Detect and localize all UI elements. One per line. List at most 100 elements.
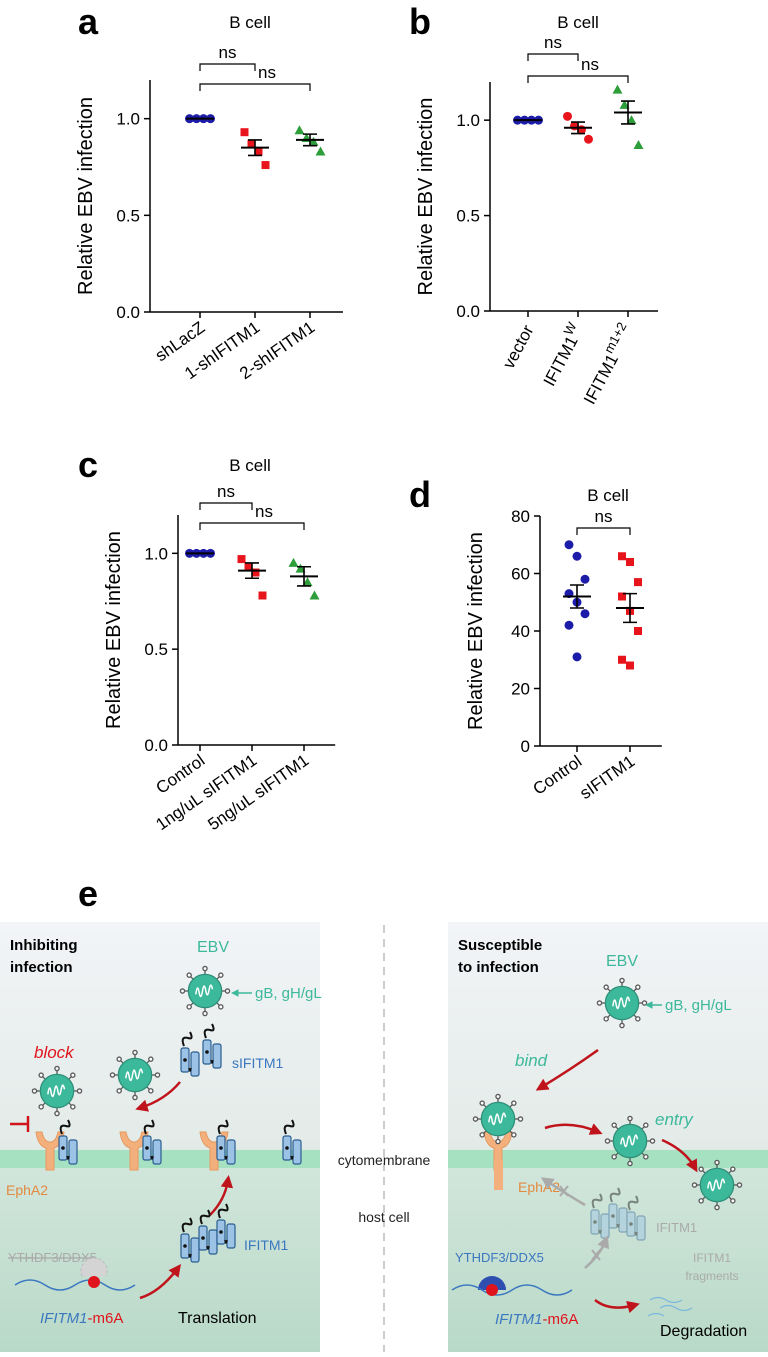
- y-tick-label: 0.0: [456, 302, 480, 321]
- point: [618, 655, 626, 664]
- panel-title: infection: [10, 959, 73, 976]
- point: [295, 563, 306, 573]
- y-tick-label: 0: [521, 737, 530, 756]
- transcript-label: IFITM1-m6A: [40, 1310, 123, 1327]
- x-tick-label: IFITM1m1+2: [576, 320, 638, 408]
- x-tick-label: Control: [529, 752, 585, 799]
- membrane-label: cytomembrane: [338, 1152, 431, 1168]
- category: IFITM1: [540, 333, 582, 389]
- point: [584, 134, 593, 144]
- gene: IFITM1: [40, 1310, 88, 1327]
- y-tick-label: 0.0: [116, 303, 140, 322]
- fragments-label: IFITM1: [693, 1251, 731, 1265]
- significance: ns: [595, 507, 613, 526]
- point: [572, 551, 582, 561]
- point: [564, 540, 574, 550]
- bind-label: bind: [515, 1051, 548, 1070]
- arrow: [661, 1138, 698, 1173]
- bracket: [199, 63, 256, 71]
- point: [308, 136, 319, 146]
- modification: -m6A: [543, 1311, 579, 1328]
- error-bar: [621, 100, 635, 125]
- point: [634, 627, 642, 635]
- significance: ns: [258, 63, 276, 82]
- y-tick-label: 1.0: [116, 110, 140, 129]
- point: [618, 552, 626, 561]
- point: [261, 161, 270, 170]
- arrow: [135, 1081, 181, 1112]
- point: [258, 591, 267, 600]
- panel-label: e: [78, 873, 98, 914]
- y-axis-label: Relative EBV infection: [75, 97, 97, 295]
- error-bar: [245, 562, 259, 580]
- y-tick-label: 60: [511, 565, 530, 584]
- arrow: [544, 1123, 603, 1135]
- significance: ns: [581, 55, 599, 74]
- point: [626, 115, 637, 125]
- point: [237, 555, 246, 564]
- y-tick-label: 1.0: [456, 111, 480, 130]
- panel-label: d: [409, 474, 431, 515]
- bracket: [199, 83, 311, 91]
- point: [572, 652, 582, 662]
- point: [254, 147, 263, 156]
- point: [288, 557, 299, 567]
- receptor-label: EphA2: [6, 1182, 48, 1198]
- virus: [31, 1065, 83, 1117]
- category: sIFITM1: [576, 752, 638, 803]
- virus-label: EBV: [606, 953, 638, 970]
- gene: IFITM1: [495, 1311, 543, 1328]
- y-axis-label: Relative EBV infection: [465, 532, 487, 730]
- chart-title: B cell: [229, 456, 271, 475]
- arrow: [139, 1264, 182, 1300]
- arrow: [209, 1175, 234, 1216]
- x-tick-label: vector: [499, 322, 538, 372]
- significance: ns: [255, 502, 273, 521]
- bracket: [199, 502, 253, 510]
- point: [247, 139, 256, 148]
- left-panel: [0, 922, 320, 1352]
- panel-label: c: [78, 444, 98, 485]
- reader: [80, 1257, 108, 1277]
- block-cross: [559, 1185, 569, 1197]
- modification: -m6A: [88, 1310, 124, 1327]
- panel-title: Inhibiting: [10, 937, 77, 954]
- y-tick-label: 1.0: [144, 544, 168, 563]
- reader-label: YTHDF3/DDX5: [8, 1250, 97, 1265]
- protein-label: IFITM1: [656, 1220, 697, 1235]
- y-tick-label: 80: [511, 507, 530, 526]
- inhibit: [10, 1116, 30, 1132]
- virus: [691, 1159, 743, 1211]
- arrow: [584, 1235, 610, 1269]
- panel-title: Susceptible: [458, 937, 542, 954]
- point: [580, 609, 590, 619]
- glycoprotein-label: gB, gH/gL: [665, 997, 732, 1014]
- x-tick-label: IFITM1W: [535, 319, 588, 389]
- significance: ns: [544, 33, 562, 52]
- point: [634, 578, 642, 587]
- entry-label: entry: [655, 1110, 694, 1129]
- chart-title: B cell: [587, 486, 629, 505]
- panel-title: to infection: [458, 959, 539, 976]
- point: [580, 574, 590, 584]
- bracket: [527, 75, 629, 83]
- m6a: [88, 1276, 100, 1288]
- process-label: Translation: [178, 1310, 257, 1327]
- m6a: [486, 1284, 498, 1296]
- point: [618, 592, 626, 601]
- soluble-label: sIFITM1: [232, 1055, 284, 1071]
- y-tick-label: 40: [511, 622, 530, 641]
- error-bar: [248, 139, 262, 157]
- chart-title: B cell: [229, 13, 271, 32]
- category: IFITM1: [580, 351, 622, 407]
- host-label: host cell: [358, 1209, 409, 1225]
- mrna: [451, 1284, 573, 1296]
- virus: [604, 1115, 656, 1167]
- process-label: Degradation: [660, 1323, 747, 1340]
- y-tick-label: 0.5: [144, 640, 168, 659]
- x-tick-label: sIFITM1: [576, 752, 638, 803]
- virus: [472, 1093, 524, 1145]
- point: [633, 139, 644, 149]
- point: [244, 562, 253, 571]
